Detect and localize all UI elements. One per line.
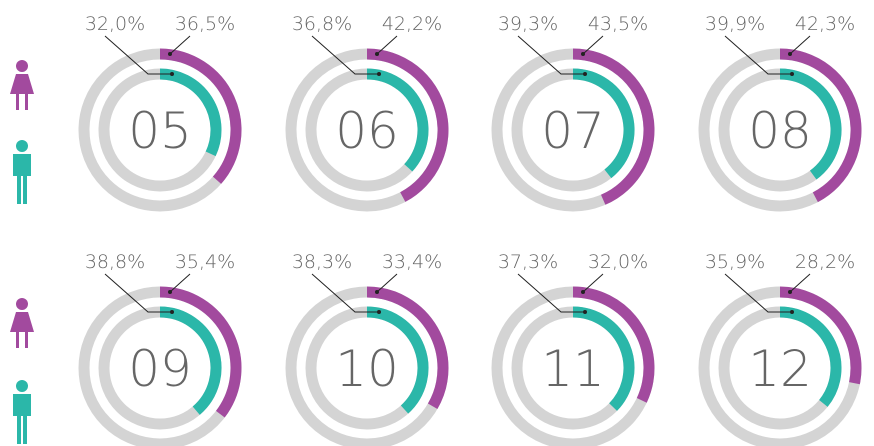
- panel-label: 05: [128, 102, 192, 160]
- panel-label: 11: [541, 340, 605, 398]
- leader-line: [311, 35, 379, 75]
- leader-dot: [375, 290, 379, 294]
- panel-label: 09: [128, 340, 192, 398]
- leader-dot: [583, 310, 587, 314]
- leader-dot: [581, 290, 585, 294]
- leader-line: [517, 273, 585, 313]
- inner-value-label: 38,8%: [85, 251, 145, 273]
- outer-arc: [572, 286, 655, 403]
- leader-dot: [377, 310, 381, 314]
- inner-arc: [779, 68, 842, 180]
- leader-line: [724, 273, 792, 313]
- panel-label: 10: [335, 340, 399, 398]
- leader-dot: [581, 52, 585, 56]
- outer-arc: [366, 286, 449, 410]
- inner-arc: [572, 68, 635, 179]
- leader-line: [311, 273, 379, 313]
- panel-label: 08: [748, 102, 812, 160]
- leader-line: [376, 273, 398, 293]
- leader-line: [169, 35, 191, 55]
- inner-arc: [366, 68, 429, 172]
- outer-value-label: 33,4%: [382, 251, 442, 273]
- leader-dot: [788, 52, 792, 56]
- outer-arc: [159, 286, 242, 418]
- female-icon: [10, 298, 34, 348]
- leader-line: [376, 35, 398, 55]
- outer-value-label: 35,4%: [175, 251, 235, 273]
- outer-arc: [779, 286, 862, 385]
- outer-value-label: 42,3%: [795, 13, 855, 35]
- leader-dot: [790, 72, 794, 76]
- inner-arc: [779, 306, 842, 407]
- outer-value-label: 28,2%: [795, 251, 855, 273]
- inner-value-label: 39,9%: [705, 13, 765, 35]
- outer-value-label: 32,0%: [588, 251, 648, 273]
- leader-line: [582, 273, 604, 293]
- panel-label: 12: [748, 340, 812, 398]
- inner-value-label: 36,8%: [292, 13, 352, 35]
- leader-dot: [168, 52, 172, 56]
- leader-line: [724, 35, 792, 75]
- inner-arc: [366, 306, 429, 414]
- inner-arc: [159, 306, 222, 415]
- leader-line: [104, 273, 172, 313]
- outer-arc: [159, 48, 242, 184]
- leader-line: [582, 35, 604, 55]
- inner-arc: [159, 68, 222, 157]
- leader-line: [104, 35, 172, 75]
- male-icon: [13, 380, 31, 444]
- outer-value-label: 36,5%: [175, 13, 235, 35]
- leader-dot: [168, 290, 172, 294]
- outer-value-label: 43,5%: [588, 13, 648, 35]
- inner-value-label: 39,3%: [498, 13, 558, 35]
- leader-dot: [170, 72, 174, 76]
- inner-value-label: 32,0%: [85, 13, 145, 35]
- leader-dot: [377, 72, 381, 76]
- inner-value-label: 37,3%: [498, 251, 558, 273]
- leader-dot: [170, 310, 174, 314]
- outer-value-label: 42,2%: [382, 13, 442, 35]
- leader-line: [789, 273, 811, 293]
- panel-label: 06: [335, 102, 399, 160]
- male-icon: [13, 140, 31, 204]
- female-icon: [10, 60, 34, 110]
- outer-arc: [366, 48, 449, 202]
- outer-arc: [572, 48, 655, 205]
- panel-label: 07: [541, 102, 605, 160]
- leader-line: [517, 35, 585, 75]
- leader-dot: [790, 310, 794, 314]
- leader-dot: [788, 290, 792, 294]
- inner-value-label: 35,9%: [705, 251, 765, 273]
- outer-arc: [779, 48, 862, 203]
- leader-line: [789, 35, 811, 55]
- leader-dot: [583, 72, 587, 76]
- inner-value-label: 38,3%: [292, 251, 352, 273]
- leader-line: [169, 273, 191, 293]
- leader-dot: [375, 52, 379, 56]
- inner-arc: [572, 306, 635, 411]
